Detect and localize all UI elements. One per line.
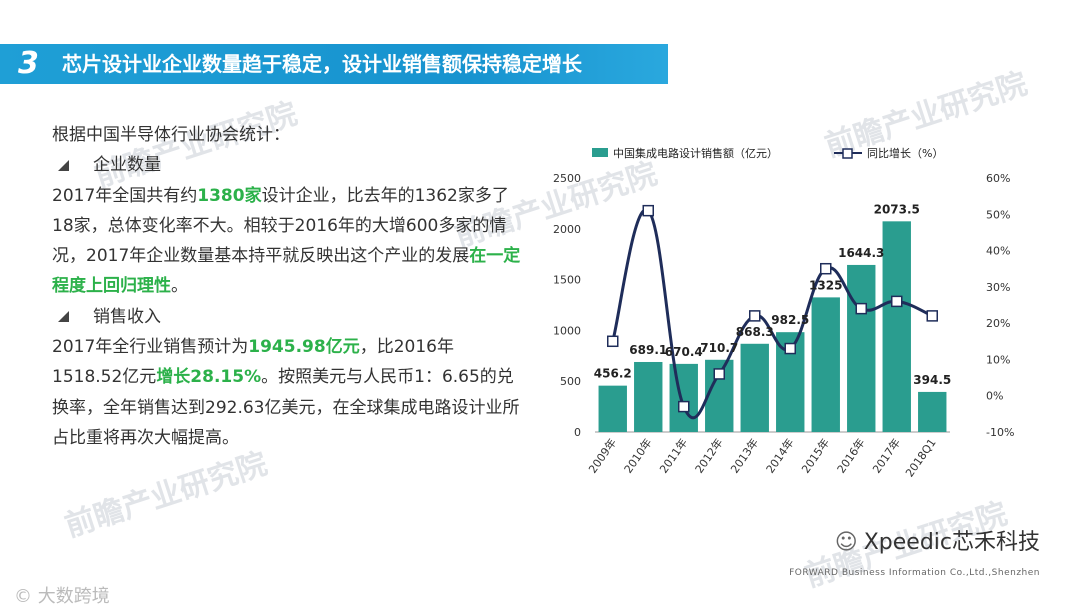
bar — [918, 391, 947, 432]
wechat-icon: ☺ — [834, 530, 858, 555]
legend-line-marker — [842, 148, 853, 159]
y-left-tick-label: 1000 — [553, 324, 581, 337]
line-point — [820, 262, 832, 275]
line-point — [749, 310, 761, 322]
bar — [882, 221, 911, 432]
y-left-tick-label: 0 — [574, 426, 581, 439]
x-tick-label: 2009年 — [585, 436, 619, 476]
paragraph: 2017年全行业销售预计为1945.98亿元，比2016年1518.52亿元增长… — [52, 337, 520, 448]
footer-caption: FORWARD Business Information Co.,Ltd.,Sh… — [789, 568, 1040, 578]
chart-legend: 中国集成电路设计销售额（亿元） 同比增长（%） — [592, 146, 943, 160]
line-point — [891, 295, 903, 308]
line-point — [607, 335, 619, 348]
y-right-tick-label: 30% — [986, 281, 1010, 294]
bar-value-label: 982.5 — [771, 313, 809, 327]
y-right-tick-label: 0% — [986, 390, 1003, 403]
bar-value-label: 2073.5 — [874, 202, 920, 216]
footer-watermark: © 大数跨境 — [14, 586, 110, 607]
y-right-tick-label: -10% — [986, 426, 1014, 439]
x-tick-label: 2011年 — [656, 436, 690, 476]
bar — [847, 264, 876, 432]
line-point — [926, 310, 938, 322]
x-tick-label: 2012年 — [692, 436, 726, 476]
line-point — [855, 302, 867, 315]
y-left-tick-label: 1500 — [553, 274, 581, 287]
bar — [598, 385, 627, 432]
x-tick-label: 2014年 — [763, 436, 797, 476]
x-tick-label: 2015年 — [798, 436, 832, 476]
wechat-brand: ☺ Xpeedic芯禾科技 — [834, 530, 1040, 555]
bar-series — [598, 221, 947, 432]
bar-value-label: 868.3 — [736, 325, 774, 339]
x-tick-label: 2013年 — [727, 436, 761, 476]
bar-value-label: 670.4 — [665, 345, 703, 359]
section-number: 3 — [18, 46, 39, 81]
bar-value-label: 689.1 — [629, 343, 667, 357]
y-right-tick-label: 10% — [986, 353, 1010, 366]
line-point — [642, 204, 654, 217]
legend-bar-label: 中国集成电路设计销售额（亿元） — [613, 146, 778, 160]
y-right-tick-label: 60% — [986, 172, 1010, 185]
y-right-tick-label: 50% — [986, 208, 1010, 221]
line-point — [713, 368, 725, 380]
bar-value-label: 710.7 — [700, 341, 738, 355]
legend-bar-swatch — [592, 148, 608, 157]
line-point — [784, 342, 796, 355]
legend-line-label: 同比增长（%） — [867, 146, 943, 160]
bar — [669, 363, 698, 432]
page-title: 芯片设计业企业数量趋于稳定，设计业销售额保持稳定增长 — [62, 52, 582, 76]
x-tick-label: 2017年 — [869, 436, 903, 476]
bar — [740, 343, 769, 432]
title-banner — [0, 44, 668, 84]
y-left-tick-label: 2500 — [553, 172, 581, 185]
bar — [634, 361, 663, 432]
x-tick-label: 2010年 — [621, 436, 655, 476]
section-heading: 企业数量 — [93, 155, 161, 176]
x-tick-label: 2016年 — [834, 436, 868, 476]
line-series — [607, 204, 938, 420]
y-right-tick-label: 40% — [986, 245, 1010, 258]
line-point — [678, 400, 690, 413]
triangle-bullet-icon — [58, 311, 69, 323]
y-right-tick-label: 20% — [986, 317, 1010, 330]
intro-text: 根据中国半导体行业协会统计： — [52, 125, 290, 145]
paragraph: 2017年全国共有约1380家设计企业，比去年的1362家多了18家，总体变化率… — [52, 185, 521, 297]
y-left-tick-label: 2000 — [553, 223, 581, 236]
bar-value-label: 394.5 — [913, 373, 951, 387]
section-heading: 销售收入 — [93, 306, 161, 327]
y-left-tick-label: 500 — [560, 375, 581, 388]
bar-value-label: 456.2 — [594, 367, 632, 381]
x-tick-label: 2018Q1 — [903, 436, 939, 479]
bar-value-label: 1325 — [809, 278, 842, 292]
triangle-bullet-icon — [58, 159, 69, 171]
bar — [811, 297, 840, 432]
bar-value-label: 1644.3 — [838, 246, 884, 260]
body-text: 根据中国半导体行业协会统计： 企业数量 2017年全国共有约1380家设计企业，… — [52, 120, 522, 453]
